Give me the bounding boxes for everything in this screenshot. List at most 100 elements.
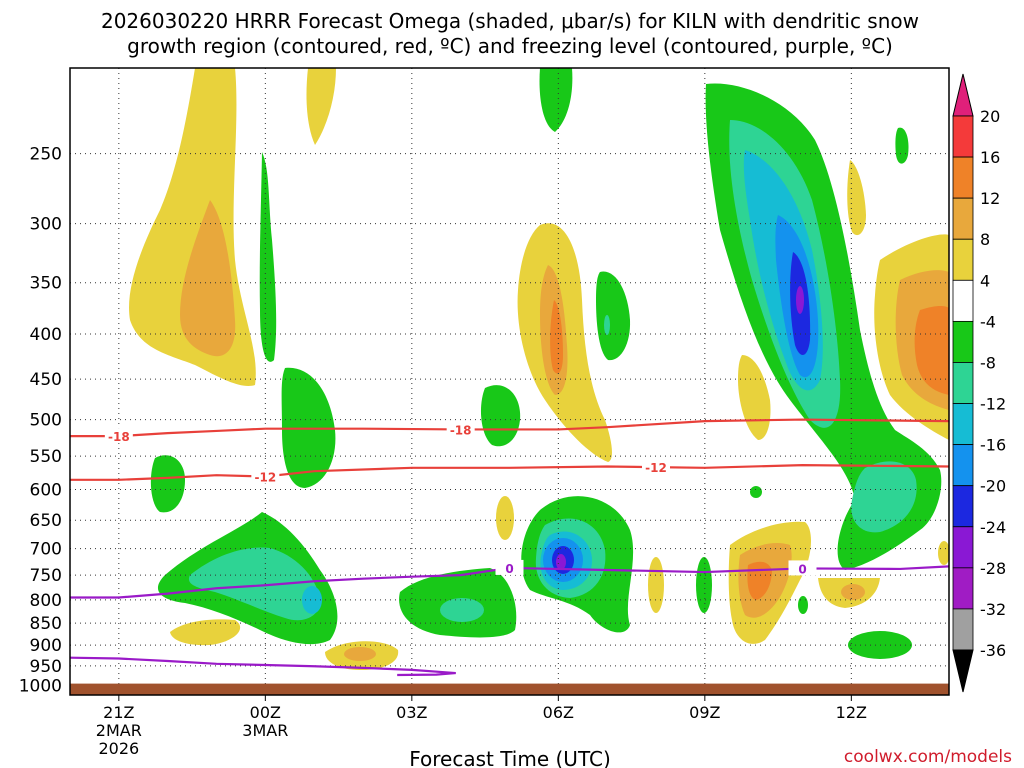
y-tick-label-500: 500: [30, 411, 62, 431]
y-axis-pressure-ticks: 2503003504004505005506006507007508008509…: [19, 145, 62, 697]
x-tick-date-21Z: 2MAR: [96, 721, 142, 740]
omega-region-yellow-0450: [496, 496, 514, 540]
contour-label-freezing-level-0: 0: [505, 562, 513, 576]
omega-region-teal-0330: [440, 598, 484, 622]
contour-label-bg-freezing-level-1: [788, 560, 817, 576]
x-axis-label: Forecast Time (UTC): [409, 747, 611, 768]
colorbar-label-4: 4: [980, 271, 990, 290]
y-tick-label-700: 700: [30, 540, 62, 560]
colorbar-segment-5: [952, 320, 974, 363]
omega-region-teal-2300: [188, 547, 321, 621]
contour-freezing-level: [70, 565, 949, 599]
colorbar-label-13: -36: [980, 641, 1006, 660]
y-tick-label-550: 550: [30, 447, 62, 467]
omega-region-teal-0640: [604, 315, 610, 335]
omega-region-orange-light-0200: [344, 647, 376, 661]
x-tick-date-00Z: 3MAR: [242, 721, 288, 740]
x-tick-label-03Z: 03Z: [396, 703, 427, 722]
y-tick-label-400: 400: [30, 325, 62, 345]
omega-region-green-1230: [895, 127, 909, 164]
colorbar-segment-8: [952, 444, 974, 487]
contour-label-dgz-bottom-1: -12: [645, 461, 667, 475]
omega-region-orange-1230: [914, 305, 949, 395]
colorbar-segment-4: [952, 279, 974, 322]
omega-region-orange-light-2230: [180, 200, 236, 357]
omega-region-green-0500: [480, 385, 521, 447]
y-tick-label-1000: 1000: [19, 677, 62, 697]
colorbar-label-7: -12: [980, 395, 1006, 414]
colorbar-label-2: 12: [980, 189, 1000, 208]
colorbar-segment-11: [952, 567, 974, 610]
chart-title-line2: growth region (contoured, red, ºC) and f…: [127, 34, 893, 58]
colorbar-label-0: 20: [980, 107, 1000, 126]
x-tick-label-21Z: 21Z: [103, 703, 134, 722]
omega-region-green-2200: [150, 455, 185, 513]
credit-text: coolwx.com/models: [844, 747, 1012, 767]
x-tick-label-09Z: 09Z: [689, 703, 720, 722]
colorbar-label-9: -20: [980, 477, 1006, 496]
contour-label-bg-dgz-bottom-1: [642, 459, 670, 475]
omega-region-orange-light-1210: [841, 584, 865, 600]
colorbar-bottom-arrow: [952, 649, 974, 693]
omega-region-green-2330: [259, 152, 277, 362]
omega-region-yellow-1350: [938, 541, 949, 565]
colorbar-label-8: -16: [980, 436, 1006, 455]
colorbar-label-3: 8: [980, 230, 990, 249]
plot-frame: [69, 67, 950, 696]
colorbar-segment-9: [952, 485, 974, 528]
y-tick-label-450: 450: [30, 370, 62, 390]
omega-region-yellow-1040: [738, 355, 771, 440]
x-tick-label-06Z: 06Z: [543, 703, 574, 722]
omega-region-green-0640: [596, 271, 631, 361]
colorbar-segment-1: [952, 156, 974, 199]
y-tick-label-250: 250: [30, 145, 62, 165]
colorbar-segment-12: [952, 608, 974, 651]
y-tick-label-300: 300: [30, 215, 62, 235]
contour-label-bg-freezing-level-0: [495, 559, 524, 575]
chart-title-line1: 2026030220 HRRR Forecast Omega (shaded, …: [101, 9, 919, 33]
contour-label-bg-dgz-top-0: [104, 428, 133, 444]
colorbar-segment-2: [952, 197, 974, 240]
contour-freezing-level-low: [70, 656, 456, 677]
y-tick-label-600: 600: [30, 481, 62, 501]
omega-region-yellow-0100: [306, 68, 336, 145]
omega-region-green-0550: [539, 68, 573, 132]
chart-contours: -18 -18 -12 -12 0 0: [70, 418, 949, 677]
colorbar-segment-7: [952, 403, 974, 446]
omega-region-cyan-2300: [302, 586, 322, 614]
omega-colorbar: 20 16 12 8 4 -4 -8 -12 -16 -20 -24 -28 -32 -36: [952, 73, 1006, 693]
colorbar-label-10: -24: [980, 518, 1006, 537]
y-tick-label-900: 900: [30, 636, 62, 656]
x-tick-label-00Z: 00Z: [250, 703, 281, 722]
ground-surface: [70, 683, 949, 695]
contour-label-freezing-level-1: 0: [798, 562, 806, 576]
colorbar-label-1: 16: [980, 148, 1000, 167]
omega-region-orange-0550: [550, 300, 563, 374]
omega-region-yellow-0800: [648, 557, 664, 613]
colorbar-segment-6: [952, 362, 974, 404]
x-tick-year-21Z: 2026: [98, 739, 139, 758]
omega-region-green-1050: [750, 486, 762, 498]
colorbar-label-12: -32: [980, 600, 1006, 619]
contour-label-bg-dgz-bottom-0: [251, 468, 280, 484]
colorbar-segment-3: [952, 238, 974, 281]
y-tick-label-800: 800: [30, 591, 62, 611]
contour-label-dgz-top-1: -18: [450, 423, 472, 437]
colorbar-segment-10: [952, 526, 974, 569]
colorbar-top-arrow: [952, 73, 974, 117]
contour-dgz-top: [70, 418, 949, 438]
colorbar-label-5: -4: [980, 312, 996, 331]
omega-region-purple-upper: [796, 286, 804, 314]
omega-region-green-1110: [696, 557, 712, 613]
omega-region-yellow-1130: [847, 160, 866, 236]
colorbar-label-6: -8: [980, 353, 996, 372]
y-tick-label-350: 350: [30, 274, 62, 294]
y-tick-label-750: 750: [30, 566, 62, 586]
y-tick-label-650: 650: [30, 511, 62, 531]
contour-dgz-bottom: [70, 464, 949, 481]
colorbar-label-11: -28: [980, 559, 1006, 578]
y-tick-label-950: 950: [30, 657, 62, 677]
omega-region-green-1200: [798, 596, 808, 614]
